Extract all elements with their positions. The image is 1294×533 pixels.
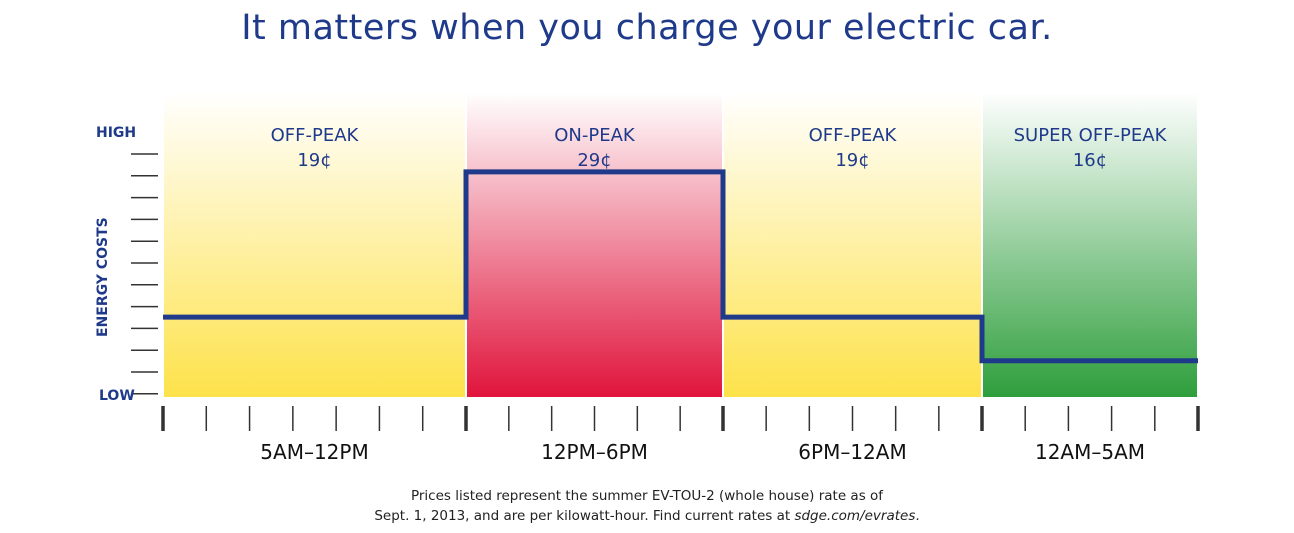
rates-link[interactable]: sdge.com/evrates — [794, 508, 916, 524]
period-band — [724, 92, 981, 397]
y-low-label: LOW — [99, 388, 135, 404]
y-high-label: HIGH — [96, 125, 136, 141]
period-name: OFF-PEAK — [271, 125, 360, 146]
period-price: 19¢ — [297, 150, 331, 171]
period-price: 16¢ — [1073, 150, 1107, 171]
period-name: SUPER OFF-PEAK — [1014, 125, 1168, 146]
footnote-line-2: Sept. 1, 2013, and are per kilowatt-hour… — [0, 506, 1294, 526]
period-price: 29¢ — [577, 150, 611, 171]
period-time: 6PM–12AM — [798, 440, 906, 464]
period-band — [983, 92, 1197, 397]
period-band — [164, 92, 465, 397]
period-time: 12PM–6PM — [541, 440, 648, 464]
footnote-text: Sept. 1, 2013, and are per kilowatt-hour… — [374, 508, 795, 524]
cost-step-line — [163, 169, 1198, 364]
period-band — [467, 92, 722, 397]
period-price: 19¢ — [835, 150, 869, 171]
y-axis-label: ENERGY COSTS — [95, 217, 111, 337]
period-time: 5AM–12PM — [260, 440, 368, 464]
period-time: 12AM–5AM — [1035, 440, 1145, 464]
period-name: ON-PEAK — [554, 125, 636, 146]
chart-title: It matters when you charge your electric… — [241, 8, 1053, 48]
footnote-end: . — [915, 508, 920, 524]
footnote: Prices listed represent the summer EV-TO… — [0, 486, 1294, 526]
period-name: OFF-PEAK — [809, 125, 898, 146]
footnote-line-1: Prices listed represent the summer EV-TO… — [410, 488, 884, 504]
